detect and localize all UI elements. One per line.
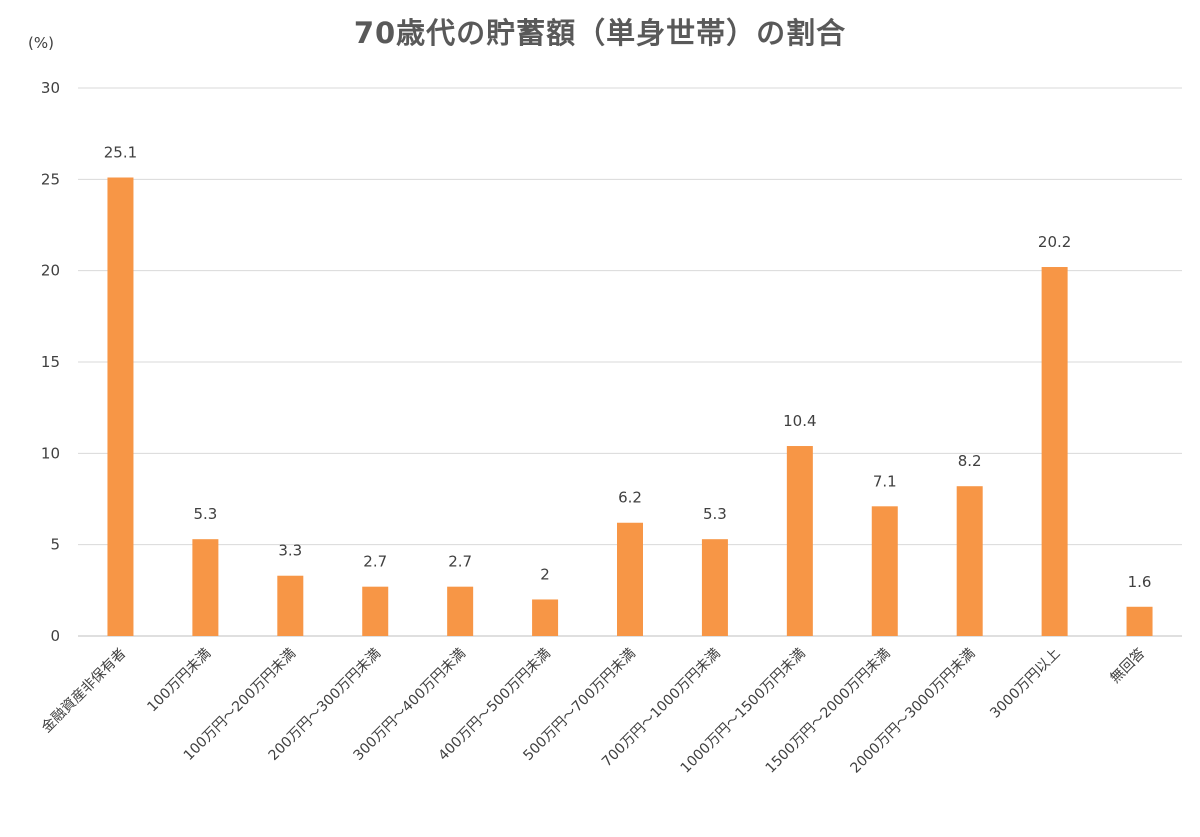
data-label: 5.3 bbox=[703, 505, 727, 523]
y-tick-label: 5 bbox=[50, 536, 60, 554]
data-label: 6.2 bbox=[618, 489, 642, 507]
y-tick-label: 15 bbox=[41, 353, 60, 371]
bar bbox=[362, 586, 389, 636]
data-label: 1.6 bbox=[1128, 573, 1152, 591]
y-tick-label: 10 bbox=[41, 444, 60, 462]
data-label: 2.7 bbox=[363, 553, 387, 571]
data-label: 3.3 bbox=[278, 542, 302, 560]
y-tick-label: 30 bbox=[41, 79, 60, 97]
data-label: 25.1 bbox=[104, 144, 137, 162]
data-label: 20.2 bbox=[1038, 233, 1071, 251]
bar bbox=[447, 586, 474, 636]
category-label: 100万円未満 bbox=[144, 646, 214, 716]
data-label: 8.2 bbox=[958, 452, 982, 470]
category-label: 3000万円以上 bbox=[987, 646, 1063, 722]
y-axis-ticks: 0 5 10 15 20 25 30 bbox=[41, 79, 60, 645]
y-tick-label: 25 bbox=[41, 170, 60, 188]
bar bbox=[871, 506, 898, 636]
bar bbox=[532, 599, 559, 636]
bar bbox=[192, 539, 219, 636]
y-tick-label: 0 bbox=[50, 627, 60, 645]
bar bbox=[1041, 267, 1068, 636]
bar bbox=[1126, 606, 1153, 636]
data-label: 10.4 bbox=[783, 412, 816, 430]
y-axis-unit-label: (%) bbox=[28, 34, 54, 52]
bar bbox=[277, 575, 304, 636]
bar bbox=[786, 446, 813, 636]
bar bbox=[617, 522, 643, 636]
data-label: 5.3 bbox=[193, 505, 217, 523]
category-label: 無回答 bbox=[1107, 645, 1149, 687]
data-labels: 25.1 5.3 3.3 2.7 2.7 2 6.2 5.3 10.4 7.1 8.2 20.2 1.6 bbox=[104, 144, 1152, 591]
bar bbox=[956, 486, 983, 636]
category-label: 金融資産非保有者 bbox=[39, 646, 130, 737]
category-labels: 金融資産非保有者 100万円未満100万円～200万円未満200万円～300万円未… bbox=[39, 645, 1149, 777]
data-label: 2 bbox=[540, 565, 550, 583]
bar bbox=[701, 539, 728, 636]
data-label: 2.7 bbox=[448, 553, 472, 571]
bars bbox=[107, 177, 1153, 637]
y-tick-label: 20 bbox=[41, 262, 60, 280]
chart-title: 70歳代の貯蓄額（単身世帯）の割合 bbox=[353, 16, 847, 50]
data-label: 7.1 bbox=[873, 472, 897, 490]
bar bbox=[107, 177, 134, 637]
